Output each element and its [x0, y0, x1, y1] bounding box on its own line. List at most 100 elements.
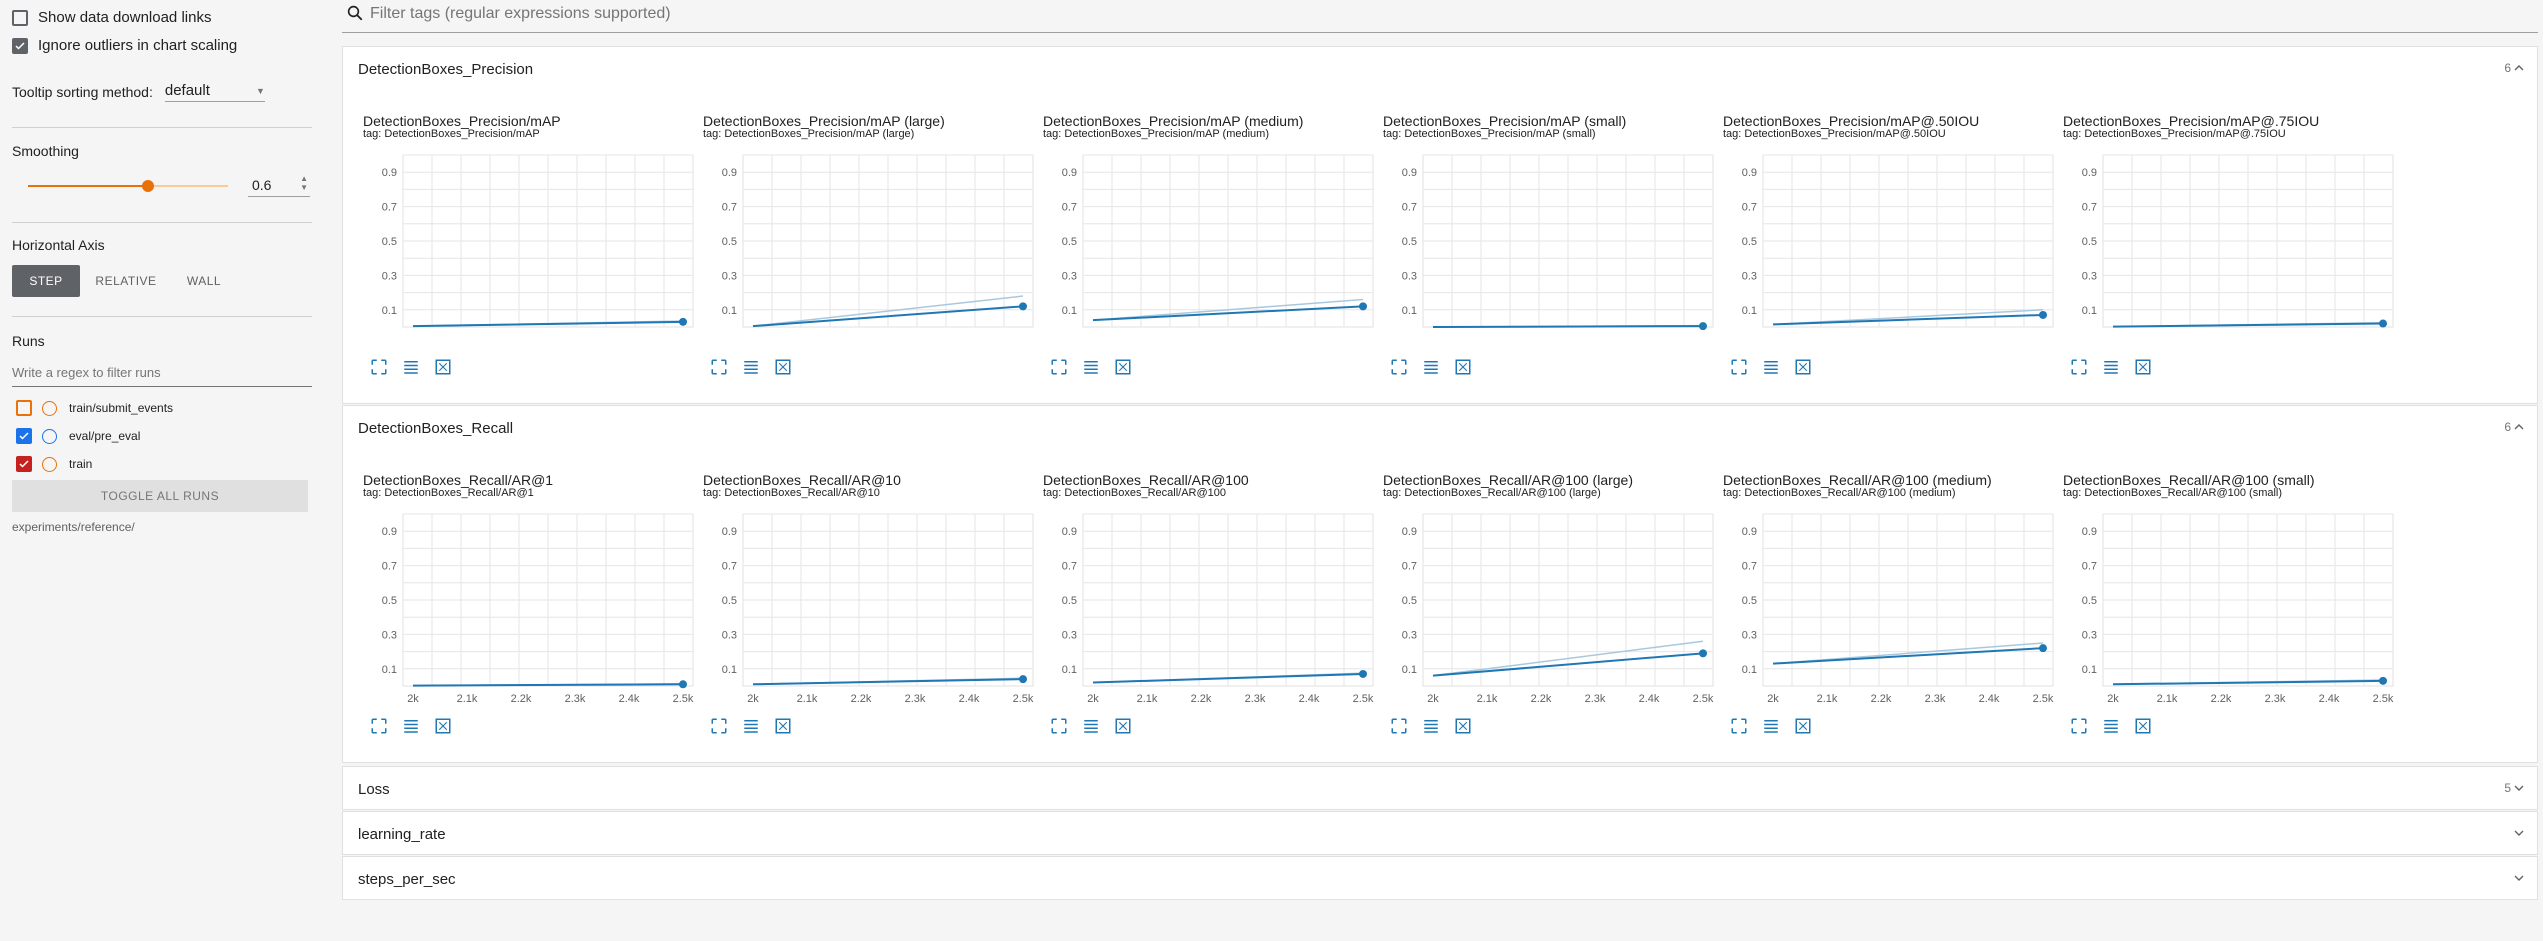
fullscreen-icon[interactable]	[709, 716, 729, 736]
chart-plot[interactable]: 0.1 0.3 0.5 0.7 0.9	[2063, 153, 2403, 353]
fit-domain-icon[interactable]	[1113, 357, 1133, 377]
chevron-up-icon[interactable]	[2511, 60, 2527, 76]
fit-domain-icon[interactable]	[773, 357, 793, 377]
fullscreen-icon[interactable]	[1389, 716, 1409, 736]
menu-lines-icon[interactable]	[1081, 716, 1101, 736]
run-checkbox[interactable]	[16, 456, 32, 472]
data-point[interactable]	[1359, 669, 1367, 678]
chart-toolbar	[2069, 357, 2153, 377]
data-point[interactable]	[1699, 649, 1707, 658]
run-row-submit-events[interactable]: train/submit_events	[16, 400, 173, 416]
show-download-links-row[interactable]: Show data download links	[12, 9, 211, 26]
chart-plot[interactable]: 0.1 0.3 0.5 0.7 0.9 2k 2.1k 2.2k 2.3k 2.4k 2.5k	[2063, 512, 2403, 712]
menu-lines-icon[interactable]	[1761, 357, 1781, 377]
data-point[interactable]	[1699, 322, 1707, 331]
toggle-all-runs-button[interactable]: TOGGLE ALL RUNS	[12, 480, 308, 512]
chart-plot[interactable]: 0.1 0.3 0.5 0.7 0.9	[1383, 153, 1723, 353]
chart-title: DetectionBoxes_Precision/mAP@.50IOU	[1723, 113, 1980, 129]
show-download-links-checkbox[interactable]	[12, 9, 28, 26]
fullscreen-icon[interactable]	[1389, 357, 1409, 377]
x-tick-label: 2.3k	[1925, 693, 1946, 705]
menu-lines-icon[interactable]	[401, 357, 421, 377]
chart-plot[interactable]: 0.1 0.3 0.5 0.7 0.9 2k 2.1k 2.2k 2.3k 2.4k 2.5k	[363, 512, 703, 712]
run-color-circle-icon[interactable]	[42, 400, 57, 416]
section-header[interactable]: DetectionBoxes_Recall 6	[343, 406, 2537, 450]
fit-domain-icon[interactable]	[433, 357, 453, 377]
data-point[interactable]	[2379, 319, 2387, 328]
run-color-circle-icon[interactable]	[42, 428, 57, 444]
data-point[interactable]	[2039, 310, 2047, 319]
data-point[interactable]	[2039, 644, 2047, 653]
menu-lines-icon[interactable]	[2101, 716, 2121, 736]
data-point[interactable]	[1019, 675, 1027, 684]
fit-domain-icon[interactable]	[2133, 357, 2153, 377]
y-tick-label: 0.9	[1062, 167, 1077, 179]
fit-domain-icon[interactable]	[2133, 716, 2153, 736]
run-checkbox[interactable]	[16, 428, 32, 444]
menu-lines-icon[interactable]	[1761, 716, 1781, 736]
fit-domain-icon[interactable]	[1113, 716, 1133, 736]
fit-domain-icon[interactable]	[1793, 716, 1813, 736]
chevron-down-icon[interactable]	[2511, 780, 2527, 796]
chart-plot[interactable]: 0.1 0.3 0.5 0.7 0.9 2k 2.1k 2.2k 2.3k 2.4k 2.5k	[1043, 512, 1383, 712]
runs-filter-field[interactable]	[12, 362, 302, 383]
chart-plot[interactable]: 0.1 0.3 0.5 0.7 0.9	[1043, 153, 1383, 353]
fullscreen-icon[interactable]	[2069, 357, 2089, 377]
run-checkbox[interactable]	[16, 400, 32, 416]
menu-lines-icon[interactable]	[1421, 716, 1441, 736]
data-point[interactable]	[2379, 676, 2387, 685]
chevron-down-icon[interactable]	[2511, 870, 2527, 886]
data-point[interactable]	[679, 317, 687, 326]
smoothing-slider-thumb[interactable]	[142, 180, 154, 192]
menu-lines-icon[interactable]	[401, 716, 421, 736]
menu-lines-icon[interactable]	[1421, 357, 1441, 377]
runs-filter-input[interactable]	[12, 362, 312, 387]
data-point[interactable]	[1359, 302, 1367, 311]
fit-domain-icon[interactable]	[1453, 357, 1473, 377]
fullscreen-icon[interactable]	[709, 357, 729, 377]
menu-lines-icon[interactable]	[2101, 357, 2121, 377]
fullscreen-icon[interactable]	[369, 357, 389, 377]
ignore-outliers-checkbox[interactable]	[12, 37, 28, 54]
axis-relative-button[interactable]: RELATIVE	[95, 274, 157, 288]
section-header[interactable]: DetectionBoxes_Precision 6	[343, 47, 2537, 91]
run-row-eval[interactable]: eval/pre_eval	[16, 428, 140, 444]
section-loss[interactable]: Loss 5	[342, 766, 2538, 810]
spinner-icon[interactable]: ▲ ▼	[300, 174, 308, 192]
chart-plot[interactable]: 0.1 0.3 0.5 0.7 0.9	[363, 153, 703, 353]
chart-plot[interactable]: 0.1 0.3 0.5 0.7 0.9	[1723, 153, 2063, 353]
menu-lines-icon[interactable]	[741, 357, 761, 377]
fit-domain-icon[interactable]	[773, 716, 793, 736]
chart-plot[interactable]: 0.1 0.3 0.5 0.7 0.9 2k 2.1k 2.2k 2.3k 2.4k 2.5k	[1383, 512, 1723, 712]
ignore-outliers-row[interactable]: Ignore outliers in chart scaling	[12, 37, 237, 54]
fit-domain-icon[interactable]	[1793, 357, 1813, 377]
menu-lines-icon[interactable]	[1081, 357, 1101, 377]
fit-domain-icon[interactable]	[1453, 716, 1473, 736]
data-point[interactable]	[1019, 302, 1027, 311]
chart-card: DetectionBoxes_Precision/mAP tag: Detecti…	[363, 113, 703, 413]
chart-plot[interactable]: 0.1 0.3 0.5 0.7 0.9 2k 2.1k 2.2k 2.3k 2.4k 2.5k	[1723, 512, 2063, 712]
axis-step-button[interactable]: STEP	[12, 265, 80, 297]
chevron-down-icon[interactable]	[2511, 825, 2527, 841]
section-steps-per-sec[interactable]: steps_per_sec	[342, 856, 2538, 900]
x-tick-label: 2.4k	[959, 693, 980, 705]
fullscreen-icon[interactable]	[1729, 357, 1749, 377]
axis-wall-button[interactable]: WALL	[186, 274, 222, 288]
fullscreen-icon[interactable]	[1049, 357, 1069, 377]
data-point[interactable]	[679, 680, 687, 689]
fullscreen-icon[interactable]	[369, 716, 389, 736]
smoothing-input[interactable]: 0.6 ▲ ▼	[248, 174, 310, 197]
fullscreen-icon[interactable]	[1729, 716, 1749, 736]
fit-domain-icon[interactable]	[433, 716, 453, 736]
menu-lines-icon[interactable]	[741, 716, 761, 736]
tag-filter-input[interactable]	[368, 4, 1272, 24]
tooltip-sorting-select[interactable]: default ▼	[164, 82, 265, 102]
fullscreen-icon[interactable]	[1049, 716, 1069, 736]
chart-plot[interactable]: 0.1 0.3 0.5 0.7 0.9 2k 2.1k 2.2k 2.3k 2.4k 2.5k	[703, 512, 1043, 712]
run-color-circle-icon[interactable]	[42, 456, 57, 472]
chart-plot[interactable]: 0.1 0.3 0.5 0.7 0.9	[703, 153, 1043, 353]
run-row-train[interactable]: train	[16, 456, 92, 472]
fullscreen-icon[interactable]	[2069, 716, 2089, 736]
section-learning-rate[interactable]: learning_rate	[342, 811, 2538, 855]
chevron-up-icon[interactable]	[2511, 419, 2527, 435]
